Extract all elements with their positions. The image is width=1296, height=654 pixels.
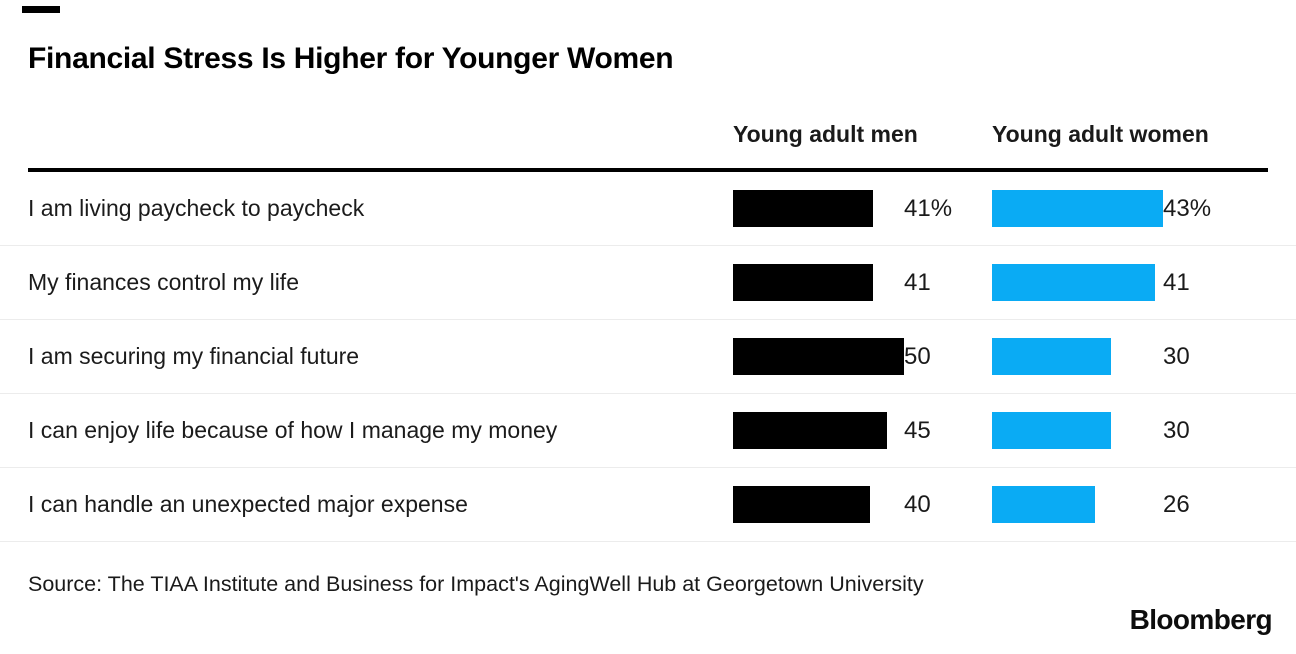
women-bar-track	[992, 338, 1163, 375]
men-bar-value: 45	[904, 416, 931, 444]
women-bar-value: 41	[1163, 268, 1190, 296]
men-cell: 40	[733, 468, 988, 541]
row-label: My finances control my life	[28, 269, 299, 295]
table-row: I am securing my financial future 50 30	[0, 320, 1296, 394]
row-label: I can handle an unexpected major expense	[28, 491, 468, 517]
table-row: I am living paycheck to paycheck 41% 43%	[0, 172, 1296, 246]
men-cell: 41	[733, 246, 988, 319]
women-cell: 43%	[992, 172, 1292, 245]
table-row: I can enjoy life because of how I manage…	[0, 394, 1296, 468]
bloomberg-logo: Bloomberg	[1129, 604, 1273, 635]
row-label: I am living paycheck to paycheck	[28, 195, 365, 221]
column-header-men: Young adult men	[733, 121, 918, 147]
men-cell: 45	[733, 394, 988, 467]
women-bar-value: 26	[1163, 490, 1190, 518]
bloomberg-top-tick	[22, 6, 60, 13]
men-bar	[733, 412, 887, 449]
women-bar-track	[992, 486, 1163, 523]
women-bar	[992, 486, 1096, 523]
men-cell: 50	[733, 320, 988, 393]
men-bar-track	[733, 486, 904, 523]
men-cell: 41%	[733, 172, 988, 245]
women-bar-track	[992, 412, 1163, 449]
men-bar-track	[733, 190, 904, 227]
men-bar-track	[733, 264, 904, 301]
women-bar-value: 43%	[1163, 194, 1212, 222]
men-bar	[733, 486, 870, 523]
women-bar-track	[992, 190, 1163, 227]
women-bar-value: 30	[1163, 342, 1190, 370]
chart-rows: I am living paycheck to paycheck 41% 43%…	[0, 172, 1296, 542]
source-note: Source: The TIAA Institute and Business …	[28, 572, 924, 596]
row-label: I am securing my financial future	[28, 343, 360, 369]
women-cell: 41	[992, 246, 1292, 319]
women-bar	[992, 190, 1163, 227]
men-bar-value: 50	[904, 342, 931, 370]
women-cell: 30	[992, 394, 1292, 467]
header-rule	[28, 168, 1268, 172]
men-bar	[733, 190, 874, 227]
men-bar-value: 40	[904, 490, 931, 518]
women-cell: 26	[992, 468, 1292, 541]
men-bar-track	[733, 338, 904, 375]
men-bar	[733, 338, 904, 375]
women-cell: 30	[992, 320, 1292, 393]
women-bar	[992, 412, 1112, 449]
row-label: I can enjoy life because of how I manage…	[28, 417, 558, 443]
table-row: My finances control my life 41 41	[0, 246, 1296, 320]
chart-title: Financial Stress Is Higher for Younger W…	[28, 42, 674, 75]
men-bar-value: 41	[904, 268, 931, 296]
men-bar-track	[733, 412, 904, 449]
men-bar-value: 41%	[904, 194, 953, 222]
women-bar	[992, 338, 1112, 375]
men-bar	[733, 264, 874, 301]
table-row: I can handle an unexpected major expense…	[0, 468, 1296, 542]
column-header-women: Young adult women	[992, 121, 1209, 147]
women-bar-value: 30	[1163, 416, 1190, 444]
women-bar	[992, 264, 1156, 301]
women-bar-track	[992, 264, 1163, 301]
